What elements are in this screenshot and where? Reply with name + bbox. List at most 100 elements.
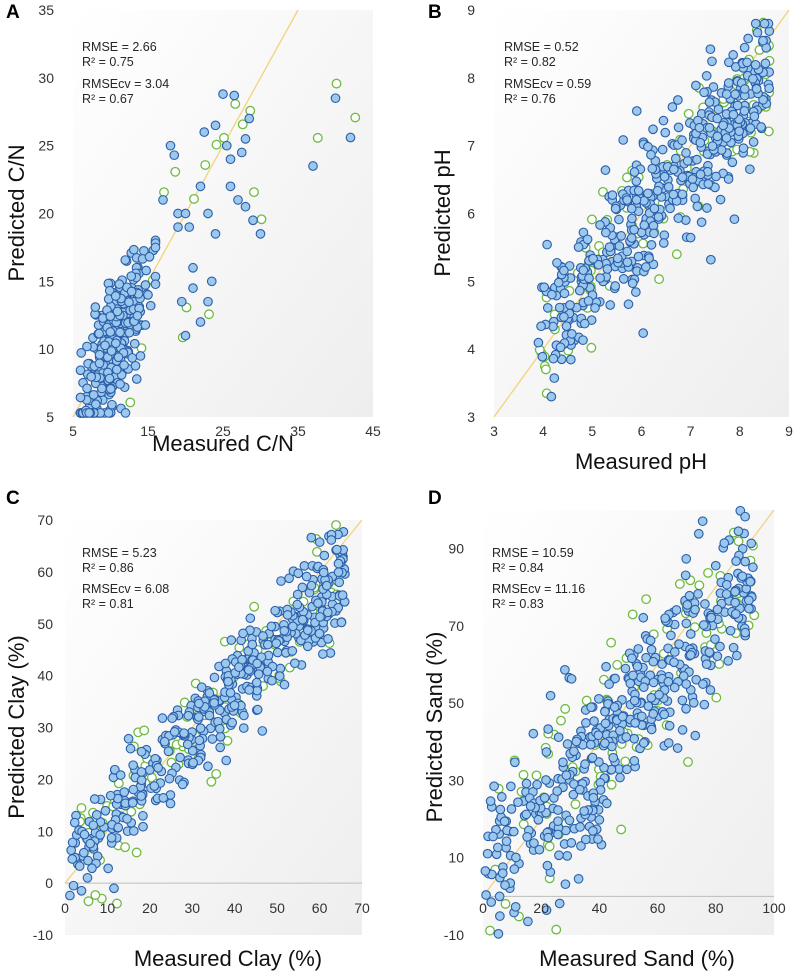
calibration-point: [210, 229, 221, 239]
calibration-point: [532, 779, 542, 790]
calibration-point: [719, 538, 730, 548]
calibration-point: [314, 537, 325, 548]
panel-a-letter: A: [6, 2, 20, 23]
calibration-point: [554, 302, 565, 313]
calibration-point: [739, 42, 750, 53]
calibration-point: [95, 830, 106, 840]
calibration-point: [578, 227, 589, 238]
x-tick-label: 60: [650, 900, 666, 916]
calibration-point: [593, 730, 604, 741]
calibration-point: [115, 770, 126, 780]
calibration-point: [698, 620, 709, 630]
calibration-point: [559, 312, 569, 322]
calibration-point: [585, 739, 596, 750]
y-tick-label: 40: [37, 668, 53, 684]
calibration-point: [630, 718, 640, 728]
validation-point: [500, 898, 511, 909]
calibration-point: [248, 215, 258, 226]
panel-b-stat-r2: R² = 0.82: [504, 55, 556, 69]
calibration-point: [677, 189, 688, 200]
calibration-point: [104, 373, 115, 384]
x-tick-label: 40: [227, 900, 243, 916]
calibration-point: [695, 137, 706, 148]
y-tick-label: 20: [37, 771, 53, 787]
calibration-point: [605, 300, 616, 310]
calibration-point: [643, 141, 653, 152]
calibration-point: [169, 150, 180, 161]
calibration-point: [528, 728, 539, 739]
calibration-point: [204, 710, 215, 721]
calibration-point: [695, 169, 706, 180]
calibration-point: [620, 663, 631, 674]
calibration-point: [681, 679, 692, 689]
y-tick-label: 20: [38, 206, 54, 222]
panel-d-stat-rmse: RMSE = 10.59: [492, 546, 574, 560]
calibration-point: [253, 669, 264, 680]
calibration-point: [206, 276, 217, 287]
calibration-point: [745, 123, 756, 133]
calibration-point: [297, 614, 308, 625]
calibration-point: [215, 742, 226, 753]
calibration-point: [136, 746, 147, 757]
y-tick-label: 25: [38, 138, 54, 154]
calibration-point: [615, 772, 625, 783]
calibration-point: [182, 739, 193, 750]
calibration-point: [120, 408, 131, 418]
calibration-point: [748, 73, 758, 84]
calibration-point: [293, 568, 304, 579]
calibration-point: [523, 916, 533, 927]
calibration-point: [740, 627, 751, 638]
calibration-point: [331, 544, 342, 555]
calibration-point: [718, 120, 729, 131]
calibration-point: [580, 834, 591, 845]
calibration-point: [215, 731, 226, 742]
calibration-point: [593, 834, 603, 844]
calibration-point: [574, 784, 585, 795]
calibration-point: [658, 115, 669, 126]
calibration-point: [209, 698, 220, 708]
x-tick-label: 7: [687, 423, 695, 439]
calibration-point: [210, 120, 221, 131]
validation-point: [518, 769, 529, 780]
panel-b-stat-rmse: RMSE = 0.52: [504, 40, 579, 54]
calibration-point: [604, 679, 614, 690]
calibration-point: [692, 154, 702, 165]
calibration-point: [590, 303, 600, 313]
x-tick-label: 5: [69, 423, 77, 439]
calibration-point: [193, 712, 204, 722]
panel-c-stat-r2: R² = 0.86: [82, 561, 134, 575]
calibration-point: [588, 792, 599, 803]
calibration-point: [289, 658, 300, 669]
validation-point: [612, 659, 623, 670]
panel-c-stat-rmsecv: RMSEcv = 6.08: [82, 582, 169, 596]
calibration-point: [150, 279, 161, 290]
calibration-point: [227, 717, 238, 728]
validation-point: [485, 925, 495, 936]
calibration-point: [740, 511, 750, 522]
calibration-point: [485, 796, 496, 807]
calibration-point: [710, 634, 720, 644]
panel-c-stat-rmse: RMSE = 5.23: [82, 546, 157, 560]
calibration-point: [668, 164, 679, 175]
calibration-point: [629, 756, 640, 766]
calibration-point: [732, 100, 743, 111]
calibration-point: [322, 607, 333, 618]
calibration-point: [704, 97, 715, 107]
calibration-point: [85, 838, 96, 849]
y-tick-label: 60: [37, 564, 53, 580]
calibration-point: [712, 604, 723, 615]
calibration-point: [713, 104, 724, 115]
calibration-point: [626, 653, 637, 664]
panel-d-xlabel: Measured Sand (%): [539, 946, 735, 971]
calibration-point: [721, 579, 732, 590]
x-tick-label: 45: [365, 423, 381, 439]
calibration-point: [164, 773, 175, 784]
calibration-point: [183, 710, 194, 721]
calibration-point: [251, 677, 262, 688]
validation-point: [671, 249, 682, 260]
calibration-point: [707, 141, 718, 151]
calibration-point: [112, 306, 123, 317]
calibration-point: [552, 786, 563, 796]
panel-a: 5 15 25 35 45 5 10 15 20 25 30 35 A Measured C/N Pr…: [4, 2, 381, 456]
calibration-point: [704, 647, 715, 658]
